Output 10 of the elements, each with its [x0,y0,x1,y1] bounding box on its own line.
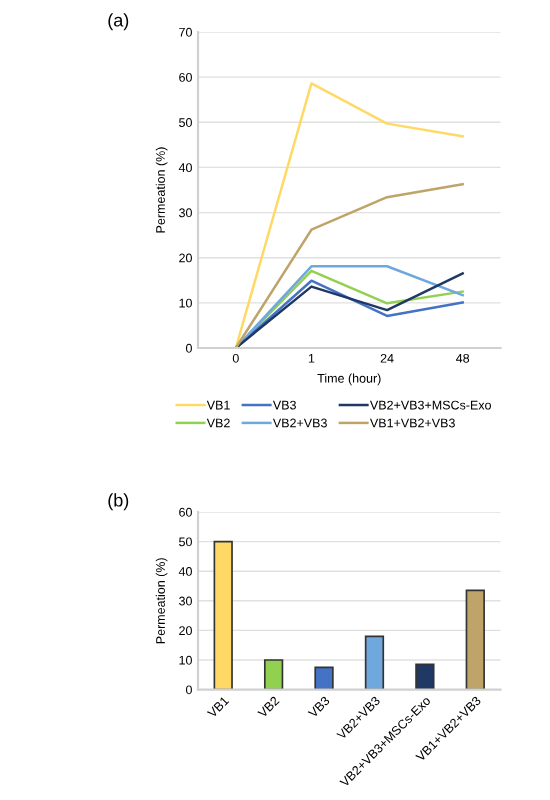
line-series [234,182,464,348]
bar [263,659,284,690]
bar [364,635,385,690]
chart-title: (a) [108,13,129,31]
bar [465,589,485,690]
line-series [234,82,464,348]
chart-title: (b) [108,493,129,511]
bar [213,540,233,690]
bar [314,666,334,690]
bar [415,663,435,690]
